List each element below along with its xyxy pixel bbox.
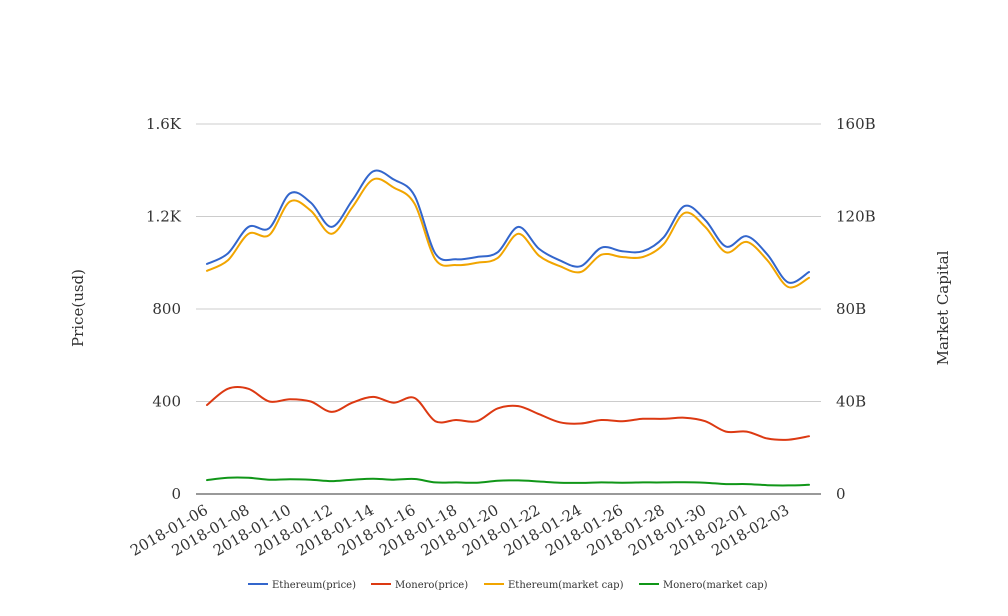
left-axis-title: Price(usd) xyxy=(69,269,87,347)
right-tick-label: 40B xyxy=(836,393,866,411)
series-line-ethereum-price xyxy=(206,169,810,284)
right-axis-ticks: 0 40B 80B 120B 160B xyxy=(836,115,876,503)
right-tick-label: 160B xyxy=(836,115,876,133)
right-tick-label: 80B xyxy=(836,300,866,318)
left-tick-label: 0 xyxy=(171,485,181,503)
left-tick-label: 800 xyxy=(152,300,181,318)
legend: Ethereum(price) Monero(price) Ethereum(mar… xyxy=(248,580,768,591)
right-tick-label: 0 xyxy=(836,485,846,503)
left-axis-ticks: 0 400 800 1.2K 1.6K xyxy=(146,115,182,503)
legend-label: Ethereum(market cap) xyxy=(508,580,624,591)
grid-lines xyxy=(196,123,821,495)
series-line-ethereum-market-cap xyxy=(206,177,810,289)
legend-label: Monero(market cap) xyxy=(663,580,768,591)
left-tick-label: 1.6K xyxy=(146,115,182,133)
left-tick-label: 1.2K xyxy=(146,208,182,226)
right-axis-title: Market Capital xyxy=(934,250,952,365)
right-tick-label: 120B xyxy=(836,208,876,226)
series-line-monero-market-cap xyxy=(206,476,810,487)
left-tick-label: 400 xyxy=(152,393,181,411)
x-axis-ticks: 2018-01-062018-01-082018-01-102018-01-12… xyxy=(127,501,792,560)
series-lines xyxy=(206,169,810,487)
legend-label: Monero(price) xyxy=(395,580,468,591)
legend-label: Ethereum(price) xyxy=(272,580,356,591)
series-line-monero-price xyxy=(206,386,810,441)
